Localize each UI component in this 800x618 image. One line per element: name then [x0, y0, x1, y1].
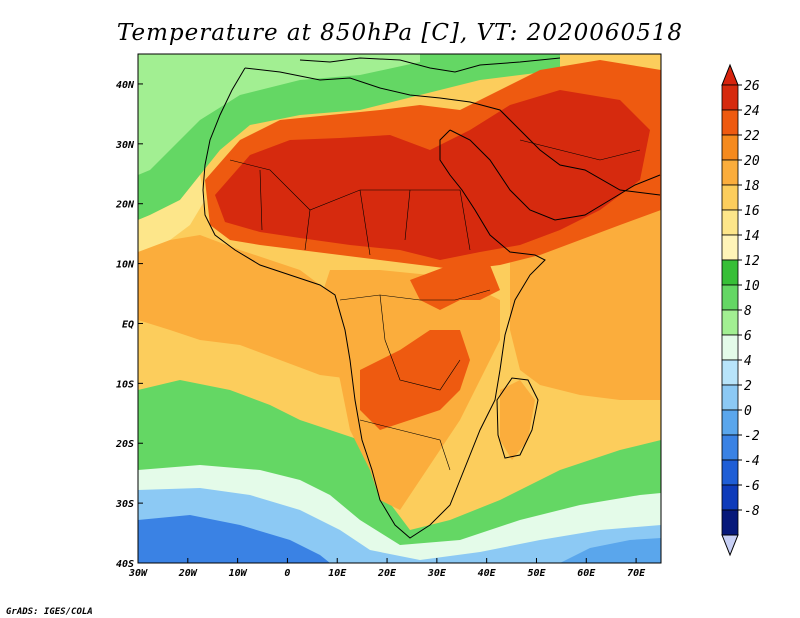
latitude-tick-label: 20S — [115, 439, 134, 450]
latitude-tick-label: 30N — [115, 140, 135, 151]
latitude-tick-label: 10S — [116, 379, 134, 390]
colorbar-swatch — [721, 459, 739, 486]
east-africa-hot-zone — [410, 265, 500, 310]
longitude-tick-label: 50E — [527, 568, 546, 579]
latitude-tick-label: 40N — [116, 80, 135, 91]
north-atlantic-cool-zone — [138, 54, 560, 220]
longitude-tick-label: 70E — [627, 568, 646, 579]
colorbar-swatch — [721, 334, 739, 361]
colorbar-label: -4 — [744, 454, 760, 469]
colorbar-label: 4 — [744, 354, 752, 369]
colorbar-swatch — [721, 159, 739, 186]
southern-ocean-cold-band — [138, 515, 330, 563]
coastlines — [202, 57, 661, 539]
colorbar-swatch — [721, 109, 739, 136]
latitude-tick-label: 10N — [116, 260, 135, 271]
colorbar-swatch — [721, 134, 739, 161]
colorbar-label: 2 — [744, 379, 752, 394]
longitude-tick-label: 60E — [577, 568, 596, 579]
tropical-warm-band — [138, 235, 380, 380]
colorbar-label: 14 — [744, 229, 760, 244]
colorbar-label: -2 — [744, 429, 760, 444]
colorbar-label: 12 — [744, 254, 760, 269]
colorbar-swatch — [721, 184, 739, 211]
colorbar-swatch — [721, 84, 739, 111]
colorbar-label: 26 — [744, 79, 760, 94]
colorbar-swatch — [721, 209, 739, 236]
longitude-tick-label: 40E — [478, 568, 497, 579]
colorbar-label: 22 — [744, 129, 760, 144]
longitude-tick-label: 10W — [229, 568, 248, 579]
colorbar-label: 18 — [744, 179, 760, 194]
colorbar-label: 8 — [744, 304, 752, 319]
colorbar-swatch — [721, 509, 739, 536]
longitude-tick-label: 20W — [178, 568, 198, 579]
colorbar-label: 6 — [744, 329, 752, 344]
longitude-tick-label: 0 — [284, 568, 290, 579]
colorbar-label: -6 — [744, 479, 760, 494]
colorbar-swatch — [721, 284, 739, 311]
longitude-tick-label: 10E — [328, 568, 347, 579]
colorbar-label: 10 — [744, 279, 760, 294]
longitude-tick-label: 30E — [427, 568, 447, 579]
north-atlantic-mid-zone — [138, 54, 420, 175]
map-title: Temperature at 850hPa [C], VT: 202006051… — [117, 20, 683, 46]
southern-ocean-cold-band-east — [560, 538, 661, 563]
colorbar-swatch — [721, 359, 739, 386]
colorbar-label: 20 — [744, 154, 760, 169]
colorbar-label: 16 — [744, 204, 760, 219]
colorbar-under-triangle — [721, 534, 739, 557]
longitude-tick-label: 30W — [128, 568, 148, 579]
grads-credit: GrADS: IGES/COLA — [6, 607, 93, 617]
colorbar-swatch — [721, 259, 739, 286]
latitude-tick-label: 30S — [115, 499, 134, 510]
colorbar-label: -8 — [744, 504, 760, 519]
colorbar-swatch — [721, 409, 739, 436]
colorbar-label: 24 — [744, 104, 760, 119]
colorbar-swatch — [721, 484, 739, 511]
latitude-tick-label: 20N — [115, 200, 135, 211]
southern-africa-hot-zone — [360, 330, 470, 430]
latitude-tick-labels: 40N 30N 20N 10N EQ 10S 20S 30S 40S — [115, 80, 143, 570]
colorbar-swatch — [721, 309, 739, 336]
country-borders — [229, 139, 641, 471]
colorbar-over-triangle — [721, 63, 739, 86]
map-frame — [137, 53, 662, 564]
colorbar-swatch — [721, 434, 739, 461]
colorbar-label: 0 — [744, 404, 752, 419]
madagascar-warm-zone — [500, 380, 535, 460]
sahara-arabia-core — [215, 90, 650, 260]
colorbar-swatch — [721, 234, 739, 261]
map-plot-area — [138, 54, 661, 563]
north-atlantic-warm-edge — [138, 175, 205, 252]
latitude-tick-label: 40S — [116, 559, 134, 570]
longitude-tick-labels: 30W 20W 10W 0 10E 20E 30E 40E 50E 60E 70E — [128, 558, 646, 579]
longitude-tick-label: 20E — [377, 568, 397, 579]
colorbar-swatch — [721, 384, 739, 411]
latitude-tick-label: EQ — [122, 319, 134, 330]
